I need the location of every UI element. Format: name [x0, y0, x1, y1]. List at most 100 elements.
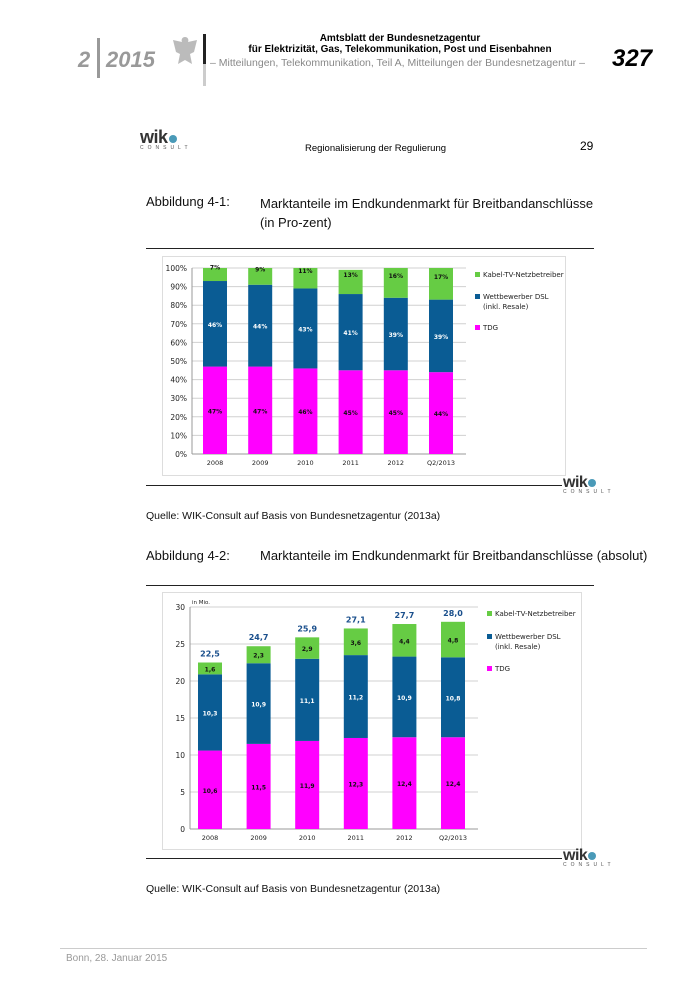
y-tick-label: 10%: [170, 431, 187, 440]
data-label: 43%: [298, 326, 312, 333]
bar-cable: [392, 624, 417, 657]
y-tick-label: 25: [175, 640, 185, 649]
rule: [146, 485, 562, 486]
data-label: 12,4: [446, 781, 461, 788]
x-tick-label: 2011: [342, 459, 359, 467]
legend-label: (inkl. Resale): [495, 643, 541, 651]
bar-dsl: [246, 663, 271, 744]
x-tick-label: 2008: [207, 459, 224, 467]
divider: [203, 64, 206, 86]
data-label: 7%: [210, 265, 220, 272]
data-label: 10,9: [251, 702, 266, 709]
total-label: 25,9: [297, 624, 317, 633]
bar-tdg: [338, 370, 363, 454]
data-label: 10,6: [203, 788, 218, 795]
legend-swatch: [487, 634, 492, 639]
chart-2-frame: [162, 592, 582, 850]
bar-cable: [248, 268, 273, 285]
data-label: 10,9: [397, 695, 412, 702]
data-label: 12,4: [397, 781, 412, 788]
data-label: 11,5: [251, 784, 266, 791]
legend-label: TDG: [482, 324, 498, 332]
y-tick-label: 50%: [170, 357, 187, 366]
data-label: 4,8: [448, 638, 459, 645]
wik-logo: wik CONSULT: [563, 474, 615, 495]
header-title-1: Amtsblatt der Bundesnetzagentur: [319, 33, 481, 44]
bar-tdg: [246, 743, 271, 829]
y-tick-label: 0: [180, 825, 185, 834]
bar-cable: [338, 269, 363, 295]
bar-cable: [295, 637, 320, 659]
data-label: 2,3: [253, 653, 264, 660]
data-label: 4,4: [399, 638, 410, 645]
data-label: 2,9: [302, 646, 313, 653]
data-label: 11,1: [300, 698, 315, 705]
y-tick-label: 100%: [166, 264, 187, 273]
data-label: 10,3: [203, 710, 218, 717]
figure-2-title: Marktanteile im Endkundenmarkt für Breit…: [260, 548, 648, 563]
y-tick-label: 20: [175, 677, 185, 686]
rule: [146, 585, 594, 586]
legend-swatch: [475, 272, 480, 277]
page-number: 327: [612, 45, 653, 72]
x-tick-label: 2010: [297, 459, 314, 467]
figure-1-source: Quelle: WIK-Consult auf Basis von Bundes…: [146, 510, 441, 522]
figure-1-title: Marktanteile im Endkundenmarkt für Breit…: [260, 196, 594, 230]
total-label: 24,7: [249, 633, 269, 642]
y-tick-label: 20%: [170, 413, 187, 422]
x-tick-label: 2012: [396, 834, 413, 842]
figure-1-label: Abbildung 4-1:: [146, 194, 230, 209]
bar-tdg: [429, 372, 453, 454]
legend-label: Wettbewerber DSL: [483, 293, 549, 301]
bar-dsl: [248, 284, 273, 367]
data-label: 41%: [343, 330, 357, 337]
data-label: 9%: [255, 266, 265, 273]
bar-dsl: [343, 655, 368, 738]
legend-label: TDG: [494, 665, 510, 673]
bar-tdg: [293, 368, 318, 454]
x-tick-label: 2009: [252, 459, 269, 467]
bar-cable: [429, 268, 453, 300]
y-tick-label: 30: [175, 603, 185, 612]
data-label: 47%: [253, 408, 267, 415]
footer-rule: [60, 948, 647, 949]
legend-swatch: [487, 611, 492, 616]
bar-dsl: [338, 294, 363, 371]
data-label: 17%: [434, 274, 448, 281]
data-label: 11%: [298, 268, 312, 275]
x-tick-label: 2011: [348, 834, 365, 842]
bar-cable: [441, 621, 465, 658]
x-tick-label: 2008: [202, 834, 219, 842]
bar-dsl: [295, 658, 320, 741]
data-label: 44%: [434, 411, 448, 418]
y-tick-label: 5: [180, 788, 185, 797]
x-tick-label: Q2/2013: [439, 834, 467, 842]
wik-logo: wik CONSULT: [563, 847, 615, 868]
data-label: 47%: [208, 408, 222, 415]
data-label: 11,2: [348, 695, 363, 702]
bar-tdg: [383, 370, 408, 454]
x-tick-label: 2010: [299, 834, 316, 842]
header-title-2: für Elektrizität, Gas, Telekommunikation…: [248, 44, 552, 55]
y-tick-label: 15: [175, 714, 185, 723]
wik-logo: wik CONSULT: [140, 127, 192, 151]
data-label: 45%: [389, 410, 403, 417]
data-label: 12,3: [348, 781, 363, 788]
legend-swatch: [475, 294, 480, 299]
figure-2-label: Abbildung 4-2:: [146, 548, 230, 563]
bar-tdg: [295, 740, 320, 829]
legend-label: (inkl. Resale): [483, 303, 529, 311]
data-label: 39%: [434, 334, 448, 341]
bar-cable: [203, 268, 227, 282]
data-label: 13%: [343, 272, 357, 279]
bar-tdg: [203, 366, 227, 454]
bar-cable: [198, 662, 222, 675]
bar-dsl: [441, 657, 465, 738]
issue-number: 2: [78, 47, 91, 72]
inner-title: Regionalisierung der Regulierung: [305, 143, 447, 154]
data-label: 1,6: [205, 666, 216, 673]
y-tick-label: 40%: [170, 376, 187, 385]
legend-swatch: [475, 325, 480, 330]
